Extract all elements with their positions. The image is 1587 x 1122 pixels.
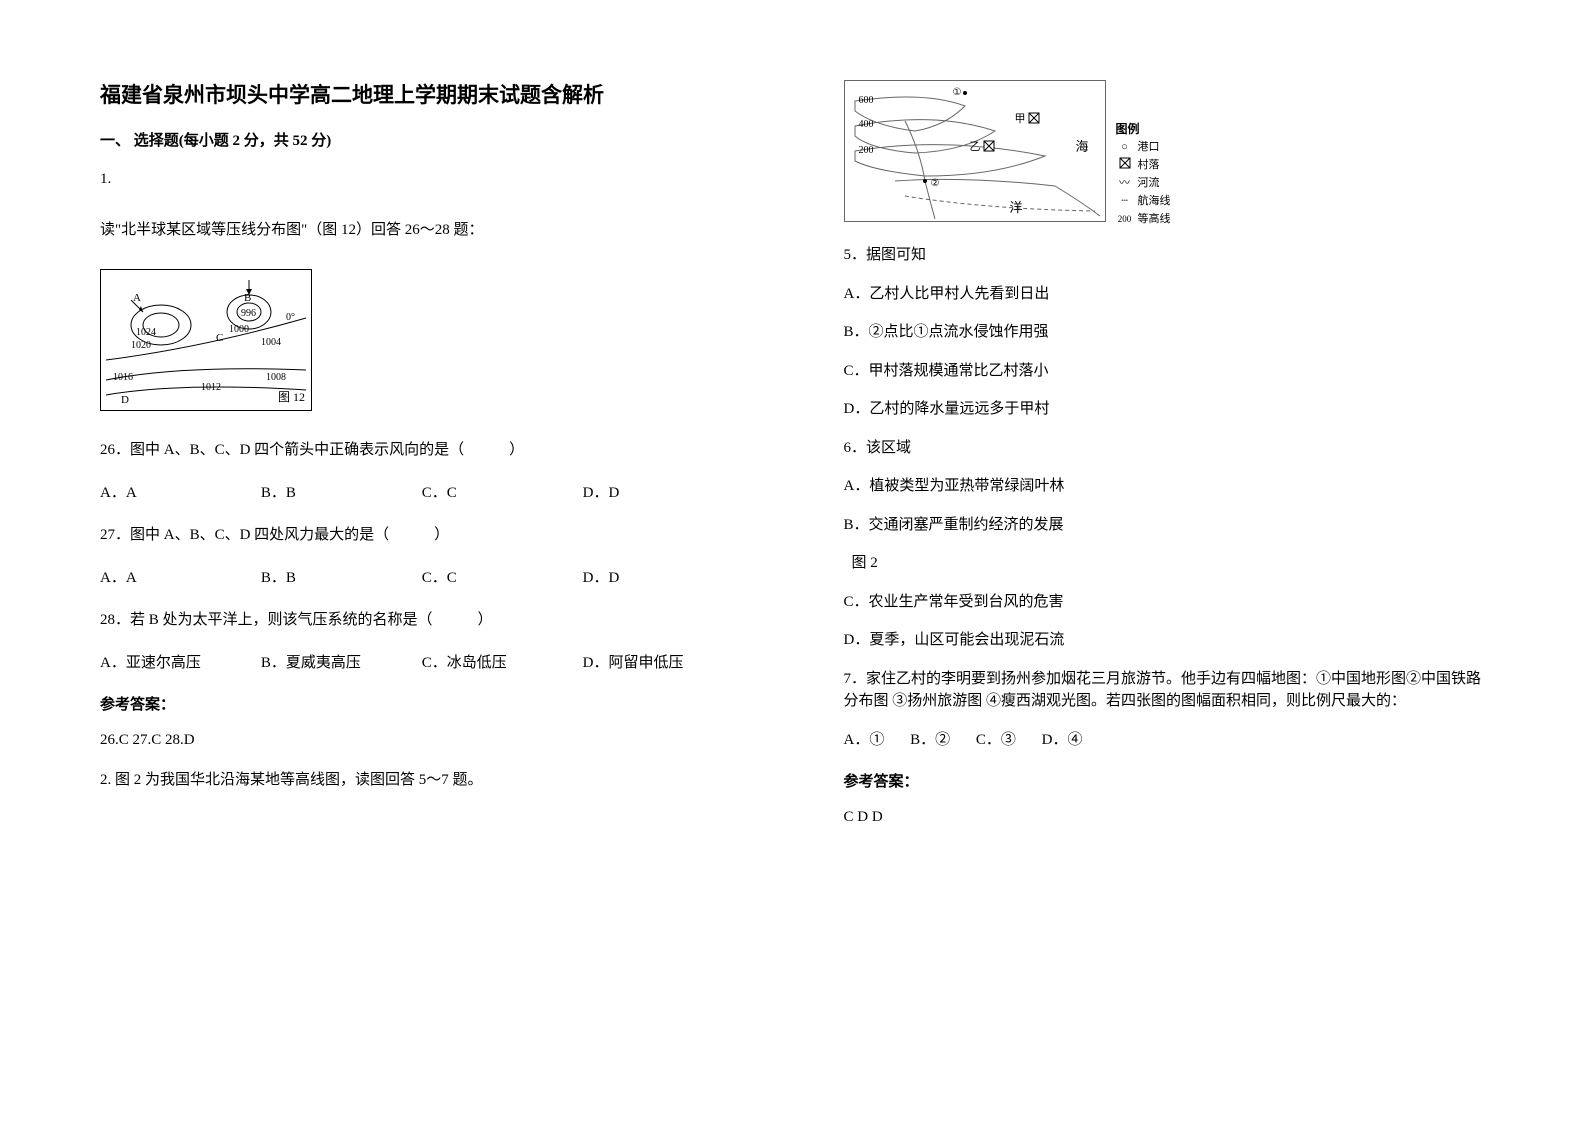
fig12-1024: 1024 — [136, 325, 156, 340]
question-26-options: A．A B．B C．C D．D — [100, 482, 744, 505]
q26-opt-d: D．D — [583, 482, 744, 505]
question-28-options: A．亚速尔高压 B．夏威夷高压 C．冰岛低压 D．阿留申低压 — [100, 652, 744, 675]
q6-opt-a: A．植被类型为亚热带常绿阔叶林 — [844, 475, 1488, 498]
q26-opt-b: B．B — [261, 482, 422, 505]
q7-opt-d: D．④ — [1042, 732, 1083, 748]
legend-river: 〰河流 — [1116, 175, 1171, 193]
fig2-600: 600 — [859, 93, 874, 108]
question-1-number: 1. — [100, 168, 744, 191]
figure-2-legend: 图例 ○港口 村落 〰河流 ┄航海线 200等高线 — [1116, 80, 1171, 228]
q26-opt-a: A．A — [100, 482, 261, 505]
q28-opt-d: D．阿留申低压 — [583, 652, 744, 675]
q26-opt-c: C．C — [422, 482, 583, 505]
fig2-200: 200 — [859, 143, 874, 158]
fig12-label-d: D — [121, 392, 129, 409]
q28-opt-c: C．冰岛低压 — [422, 652, 583, 675]
route-icon: ┄ — [1116, 193, 1134, 211]
question-7: 7．家住乙村的李明要到扬州参加烟花三月旅游节。他手边有四幅地图：①中国地形图②中… — [844, 668, 1488, 713]
question-27-options: A．A B．B C．C D．D — [100, 567, 744, 590]
fig12-1016: 1016 — [113, 370, 133, 385]
question-5: 5．据图可知 — [844, 244, 1488, 267]
fig2-p1: ① — [953, 85, 962, 100]
question-28: 28．若 B 处为太平洋上，则该气压系统的名称是（ ） — [100, 609, 744, 632]
q6-opt-d: D．夏季，山区可能会出现泥石流 — [844, 629, 1488, 652]
question-2-intro: 2. 图 2 为我国华北沿海某地等高线图，读图回答 5～7 题。 — [100, 769, 744, 792]
fig2-yi: 乙 — [970, 139, 998, 156]
figure-2: 600 400 200 ① ② 甲 乙 海 洋 — [844, 80, 1106, 222]
fig12-1004: 1004 — [261, 335, 281, 350]
contour-icon: 200 — [1116, 212, 1134, 226]
question-27: 27．图中 A、B、C、D 四处风力最大的是（ ） — [100, 524, 744, 547]
question-7-options: A．① B．② C．③ D．④ — [844, 729, 1488, 752]
fig12-zero: 0° — [286, 310, 295, 325]
fig2-p2: ② — [931, 176, 940, 191]
page-container: 福建省泉州市坝头中学高二地理上学期期末试题含解析 一、 选择题(每小题 2 分，… — [0, 0, 1587, 886]
answers-label-2: 参考答案： — [844, 771, 1488, 794]
figure-2-wrapper: 600 400 200 ① ② 甲 乙 海 洋 图例 ○港口 村落 〰河流 ┄航… — [844, 80, 1488, 228]
q28-opt-b: B．夏威夷高压 — [261, 652, 422, 675]
fig12-1000: 1000 — [229, 322, 249, 337]
fig12-1008: 1008 — [266, 370, 286, 385]
fig2-400: 400 — [859, 117, 874, 132]
q6-opt-c: C．农业生产常年受到台风的危害 — [844, 591, 1488, 614]
q28-opt-a: A．亚速尔高压 — [100, 652, 261, 675]
legend-port: ○港口 — [1116, 139, 1171, 157]
village-icon — [1116, 157, 1134, 176]
legend-title: 图例 — [1116, 120, 1171, 139]
q27-opt-a: A．A — [100, 567, 261, 590]
answers-label-1: 参考答案： — [100, 694, 744, 717]
legend-village: 村落 — [1116, 157, 1171, 176]
q7-opt-b: B．② — [910, 732, 950, 748]
section-1-heading: 一、 选择题(每小题 2 分，共 52 分) — [100, 130, 744, 153]
question-1-intro: 读"北半球某区域等压线分布图"（图 12）回答 26～28 题： — [100, 219, 744, 242]
q7-opt-c: C．③ — [976, 732, 1016, 748]
port-icon: ○ — [1116, 139, 1134, 157]
q27-opt-c: C．C — [422, 567, 583, 590]
answers-2: C D D — [844, 806, 1488, 829]
fig12-996: 996 — [241, 306, 256, 321]
document-title: 福建省泉州市坝头中学高二地理上学期期末试题含解析 — [100, 80, 744, 112]
question-6: 6．该区域 — [844, 437, 1488, 460]
question-26: 26．图中 A、B、C、D 四个箭头中正确表示风向的是（ ） — [100, 439, 744, 462]
fig2-jia: 甲 — [1015, 111, 1043, 128]
q6-opt-b: B．交通闭塞严重制约经济的发展 — [844, 514, 1488, 537]
river-icon: 〰 — [1116, 175, 1134, 193]
right-column: 600 400 200 ① ② 甲 乙 海 洋 图例 ○港口 村落 〰河流 ┄航… — [844, 80, 1488, 846]
left-column: 福建省泉州市坝头中学高二地理上学期期末试题含解析 一、 选择题(每小题 2 分，… — [100, 80, 744, 846]
q7-opt-a: A．① — [844, 732, 885, 748]
legend-contour: 200等高线 — [1116, 211, 1171, 229]
q5-opt-c: C．甲村落规模通常比乙村落小 — [844, 360, 1488, 383]
figure-2-caption: 图 2 — [852, 552, 1488, 575]
fig12-1012: 1012 — [201, 380, 221, 395]
answers-1: 26.C 27.C 28.D — [100, 729, 744, 752]
legend-route: ┄航海线 — [1116, 193, 1171, 211]
figure-12-caption: 图 12 — [278, 388, 305, 406]
q5-opt-a: A．乙村人比甲村人先看到日出 — [844, 283, 1488, 306]
q5-opt-d: D．乙村的降水量远远多于甲村 — [844, 398, 1488, 421]
q27-opt-b: B．B — [261, 567, 422, 590]
fig2-ocean: 洋 — [1010, 198, 1023, 218]
q5-opt-b: B．②点比①点流水侵蚀作用强 — [844, 321, 1488, 344]
fig2-sea: 海 — [1075, 137, 1088, 157]
figure-12: A B C D 996 1000 1004 1008 1012 1016 102… — [100, 269, 312, 411]
fig12-label-b: B — [244, 290, 251, 307]
fig12-1020: 1020 — [131, 338, 151, 353]
fig12-label-c: C — [216, 330, 223, 347]
q27-opt-d: D．D — [583, 567, 744, 590]
fig12-label-a: A — [133, 290, 141, 307]
